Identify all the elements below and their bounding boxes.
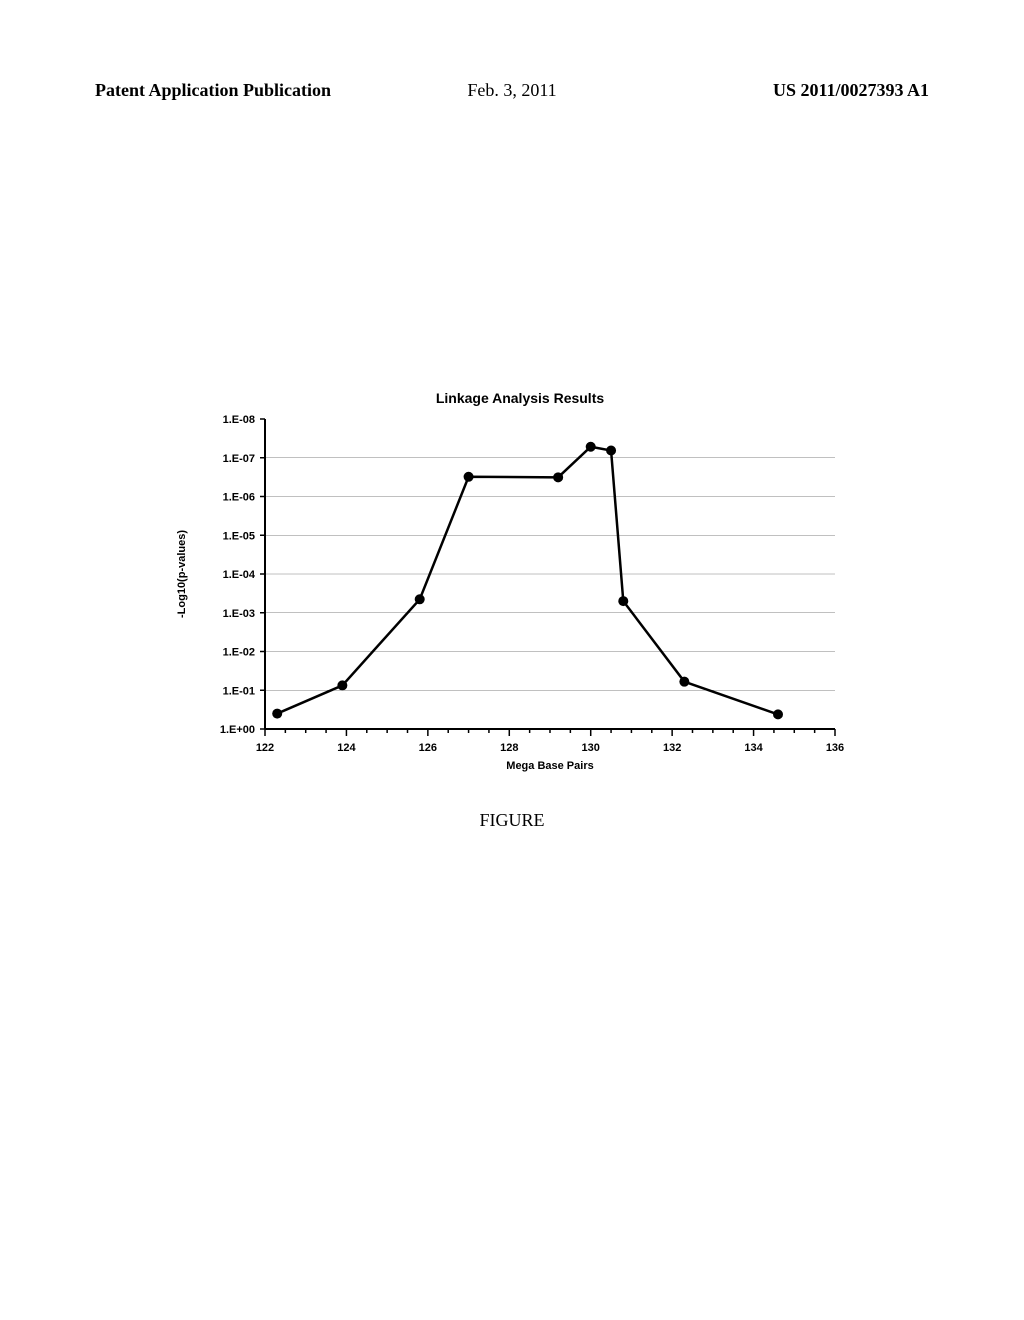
chart-container: Linkage Analysis Results 1.E-081.E-071.E… — [170, 390, 870, 789]
figure-label: FIGURE — [479, 810, 544, 831]
svg-text:1.E-08: 1.E-08 — [223, 414, 255, 426]
svg-text:1.E-07: 1.E-07 — [223, 453, 255, 465]
svg-text:1.E+00: 1.E+00 — [220, 724, 255, 736]
svg-text:1.E-06: 1.E-06 — [223, 492, 255, 504]
svg-text:1.E-05: 1.E-05 — [223, 530, 255, 542]
svg-text:1.E-03: 1.E-03 — [223, 608, 255, 620]
header-right: US 2011/0027393 A1 — [773, 80, 929, 101]
svg-text:1.E-04: 1.E-04 — [223, 569, 256, 581]
chart-title: Linkage Analysis Results — [170, 390, 870, 406]
svg-text:132: 132 — [663, 742, 681, 754]
svg-text:130: 130 — [582, 742, 600, 754]
header-left: Patent Application Publication — [95, 80, 331, 101]
svg-text:124: 124 — [337, 742, 356, 754]
svg-text:Mega Base Pairs: Mega Base Pairs — [506, 760, 593, 772]
svg-text:126: 126 — [419, 742, 437, 754]
header-center: Feb. 3, 2011 — [467, 80, 556, 101]
svg-text:1.E-02: 1.E-02 — [223, 647, 255, 659]
svg-text:1.E-01: 1.E-01 — [223, 685, 255, 697]
svg-text:-Log10(p-values): -Log10(p-values) — [176, 530, 188, 618]
chart-wrapper: 1.E-08 1.E-07 1.E-06 1.E-05 1.E-04 1.E-03 1.E-… — [170, 414, 870, 789]
svg-text:134: 134 — [744, 742, 763, 754]
svg-text:128: 128 — [500, 742, 518, 754]
svg-text:122: 122 — [256, 742, 274, 754]
svg-text:136: 136 — [826, 742, 844, 754]
chart-svg: 1.E-08 1.E-07 1.E-06 1.E-05 1.E-04 1.E-03 1.E-… — [170, 414, 870, 784]
